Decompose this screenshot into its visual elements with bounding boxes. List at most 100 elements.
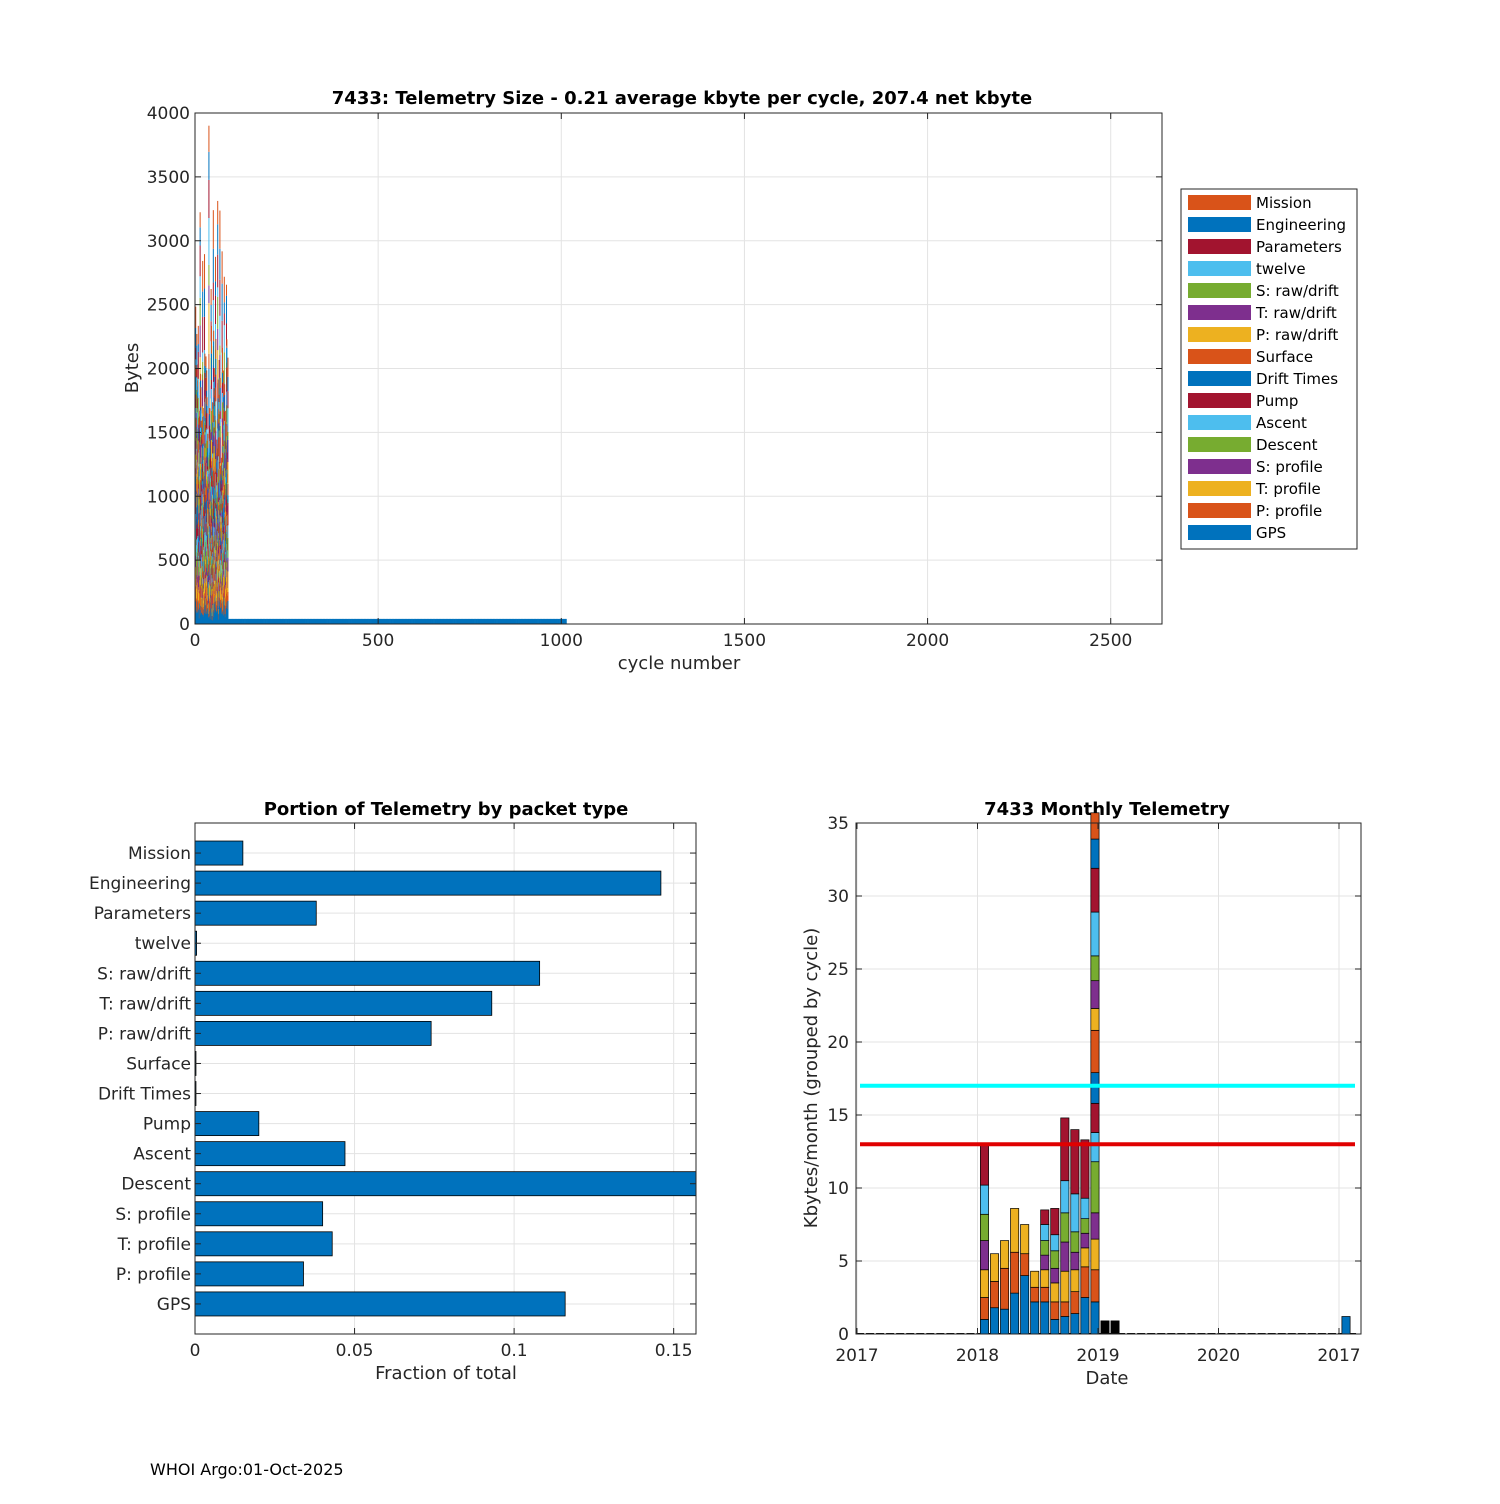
chart1-gps-bar xyxy=(280,618,283,624)
chart1-bar-segment xyxy=(208,285,210,304)
chart1-gps-bar xyxy=(411,618,413,624)
chart1-gps-bar xyxy=(428,618,431,624)
chart1-bar-segment xyxy=(213,435,215,454)
chart1-bar-segment xyxy=(210,353,212,380)
chart1-bar-segment xyxy=(204,424,206,433)
chart1-gps-bar xyxy=(242,618,245,624)
chart1-gps-bar xyxy=(279,618,282,624)
chart1-bar-segment xyxy=(204,254,206,289)
legend-swatch xyxy=(1188,349,1251,364)
chart1-bar-segment xyxy=(219,418,221,426)
chart1-gps-bar xyxy=(500,618,503,624)
chart2-bar xyxy=(194,900,317,926)
chart1-bar-segment xyxy=(226,435,228,453)
chart2-bar xyxy=(194,1231,333,1257)
chart1-bar-segment xyxy=(197,440,199,472)
chart1-gps-bar xyxy=(433,618,435,624)
legend-swatch xyxy=(1188,459,1251,474)
chart1-gps-bar xyxy=(312,618,315,624)
chart1-bar-segment xyxy=(221,251,223,284)
legend-label: Descent xyxy=(1256,436,1318,454)
chart1-legend: Mission Engineering Parameters twelve S: raw… xyxy=(1180,188,1358,550)
chart3-bar-segment xyxy=(1060,1316,1070,1335)
chart1-gps-bar xyxy=(419,618,422,624)
chart1-bar-segment xyxy=(212,210,214,249)
chart1-gps-bar xyxy=(387,618,390,624)
chart1-gps-bar xyxy=(227,618,230,624)
chart3-bar-segment xyxy=(1000,1267,1010,1310)
chart1-bar-segment xyxy=(211,467,213,476)
chart3-bar-segment xyxy=(1040,1254,1050,1271)
chart2-category-label: P: profile xyxy=(116,1265,191,1285)
chart3-bar-segment xyxy=(1090,955,1100,982)
chart1-bar-segment xyxy=(218,430,220,462)
chart1-gps-bar xyxy=(296,618,299,624)
chart1-bar-segment xyxy=(226,405,228,424)
chart3-xtick-label: 2017 xyxy=(1317,1346,1360,1366)
chart1-bar-segment xyxy=(195,359,197,369)
chart1-bar-segment xyxy=(204,457,206,488)
chart1-bar-segment xyxy=(219,425,221,438)
chart1-bar-segment xyxy=(207,476,209,490)
chart1-gps-bar xyxy=(329,618,331,624)
chart1-bar-segment xyxy=(208,264,210,286)
chart3-ytick-label: 10 xyxy=(827,1179,849,1199)
chart3-bar-segment xyxy=(1040,1269,1050,1288)
chart1-bar-segment xyxy=(202,352,204,362)
chart1-bar-segment xyxy=(226,391,228,406)
chart1-bar-segment xyxy=(227,357,229,377)
chart1-gps-bar xyxy=(334,618,337,624)
chart1-gps-bar xyxy=(494,618,497,624)
chart1-bar-segment xyxy=(202,317,204,353)
chart1-bar-segment xyxy=(208,179,210,219)
chart1-gps-bar xyxy=(266,618,268,624)
chart1-bar-segment xyxy=(215,324,217,350)
chart1-gps-bar xyxy=(545,618,548,624)
chart1-bar-segment xyxy=(195,376,197,395)
chart1-bar-segment xyxy=(219,279,221,316)
chart1-gps-bar xyxy=(430,618,432,624)
chart1-bar-segment xyxy=(217,350,219,384)
legend-swatch xyxy=(1188,437,1251,452)
chart3-bar-segment xyxy=(990,1281,1000,1309)
chart1-xtick-label: 1000 xyxy=(540,631,583,651)
chart3-bar-segment xyxy=(1040,1286,1050,1303)
chart1-bar-segment xyxy=(215,420,217,431)
chart1-gps-bar xyxy=(295,618,298,624)
chart1-gps-bar xyxy=(512,618,515,624)
chart3-bar-segment xyxy=(1000,1240,1010,1269)
chart1-gps-bar xyxy=(463,618,466,624)
chart1-gps-bar xyxy=(255,618,258,624)
chart1-bar-segment xyxy=(217,456,219,470)
chart1-gps-bar xyxy=(550,618,553,624)
chart1-gps-bar xyxy=(450,618,453,624)
chart1-bar-segment xyxy=(199,380,201,390)
chart1-bar-segment xyxy=(210,289,212,305)
chart1-bar-segment xyxy=(202,478,204,489)
chart1-bar-segment xyxy=(200,445,202,464)
chart1-gps-bar xyxy=(553,618,556,624)
chart1-bar-segment xyxy=(196,389,198,413)
chart1-bar-segment xyxy=(195,328,197,348)
chart1-gps-bar xyxy=(488,618,491,624)
chart1-bar-segment xyxy=(207,470,209,477)
chart1-bar-segment xyxy=(206,413,208,430)
legend-label: Ascent xyxy=(1256,414,1307,432)
chart1-bar-segment xyxy=(202,291,204,318)
chart1-bar-segment xyxy=(226,295,228,324)
chart1-gps-bar xyxy=(501,618,504,624)
chart1-gps-bar xyxy=(267,618,270,624)
chart1-bar-segment xyxy=(215,281,217,296)
chart1-bar-segment xyxy=(195,347,197,360)
chart1-bar-segment xyxy=(196,345,198,369)
chart1-gps-bar xyxy=(475,618,478,624)
chart1-ytick-label: 3000 xyxy=(147,232,190,252)
chart1-gps-bar xyxy=(453,618,456,624)
chart3-bar-segment xyxy=(1090,1269,1100,1303)
chart1-bar-segment xyxy=(201,420,203,428)
chart1-gps-bar xyxy=(365,618,368,624)
chart1-bar-segment xyxy=(226,339,228,348)
legend-swatch xyxy=(1188,371,1251,386)
chart1-bar-segment xyxy=(202,488,204,495)
chart1-bar-segment xyxy=(204,395,206,418)
